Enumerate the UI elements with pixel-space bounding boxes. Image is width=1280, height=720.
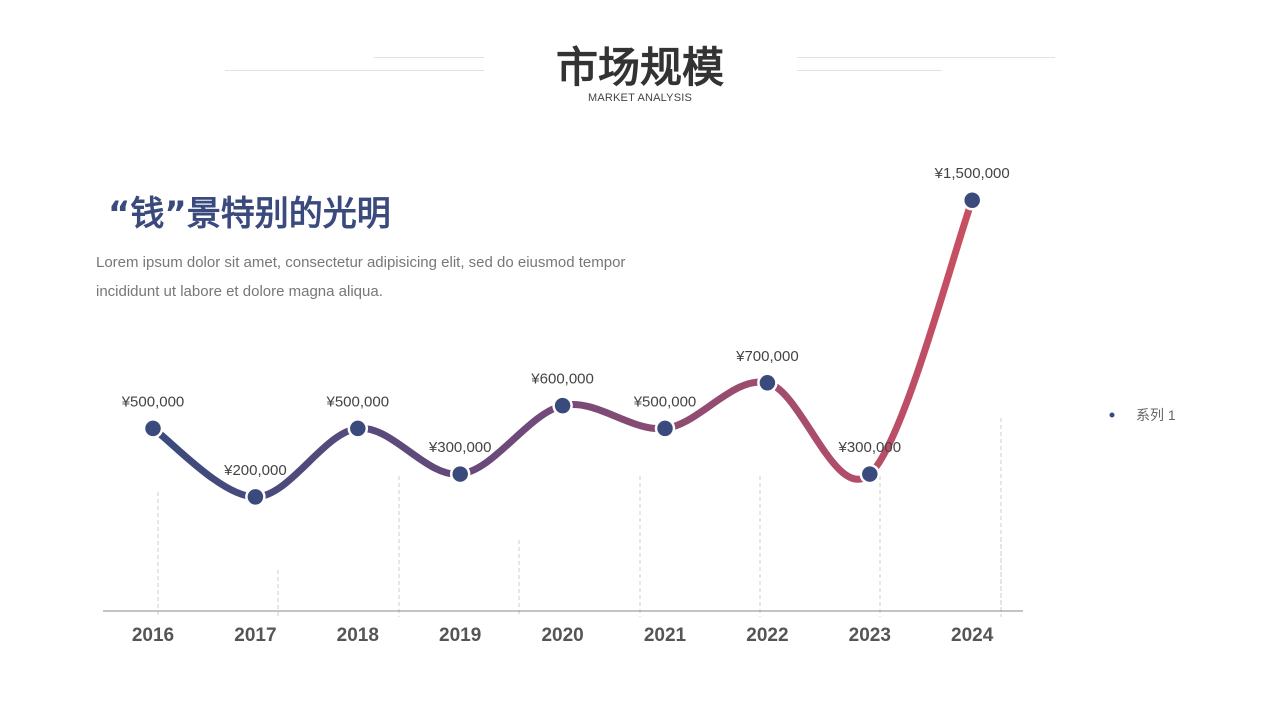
- page-title: 市场规模: [555, 43, 724, 92]
- data-point: [859, 463, 881, 485]
- data-point: [654, 418, 676, 439]
- data-label: ¥700,000: [735, 348, 799, 365]
- x-tick-label: 2021: [644, 625, 687, 646]
- x-tick-label: 2019: [439, 625, 481, 646]
- header-line-left-bottom: [225, 70, 484, 71]
- data-point: [961, 189, 983, 211]
- x-tick-label: 2020: [541, 625, 583, 646]
- data-point: [757, 372, 778, 394]
- header-line-left-top: [374, 57, 484, 58]
- header-line-right-bottom: [797, 70, 942, 71]
- data-label: ¥200,000: [223, 462, 287, 479]
- data-point: [142, 418, 164, 439]
- legend-line-icon: [1092, 411, 1132, 419]
- page-subtitle: MARKET ANALYSIS: [587, 92, 693, 104]
- x-tick-label: 2016: [132, 625, 174, 646]
- chart-legend: 系列 1: [1092, 405, 1176, 425]
- data-point: [347, 418, 369, 439]
- x-tick-label: 2024: [951, 625, 994, 646]
- legend-label: 系列 1: [1136, 407, 1176, 423]
- header-line-right-top: [797, 57, 1055, 58]
- data-point: [449, 463, 471, 485]
- data-point: [245, 486, 266, 508]
- x-tick-label: 2017: [234, 625, 276, 646]
- data-label: ¥500,000: [633, 393, 697, 410]
- data-label: ¥1,500,000: [934, 165, 1010, 182]
- section-headline: “钱”景特别的光明: [108, 194, 391, 234]
- x-tick-label: 2022: [746, 625, 788, 646]
- section-description: Lorem ipsum dolor sit amet, consectetur …: [96, 254, 626, 300]
- data-label: ¥600,000: [530, 371, 594, 388]
- x-tick-label: 2018: [337, 625, 379, 646]
- data-label: ¥500,000: [121, 393, 185, 410]
- x-tick-label: 2023: [849, 625, 891, 646]
- data-point: [552, 395, 573, 416]
- data-label: ¥300,000: [838, 439, 902, 456]
- data-label: ¥500,000: [326, 393, 390, 410]
- data-label: ¥300,000: [428, 439, 492, 456]
